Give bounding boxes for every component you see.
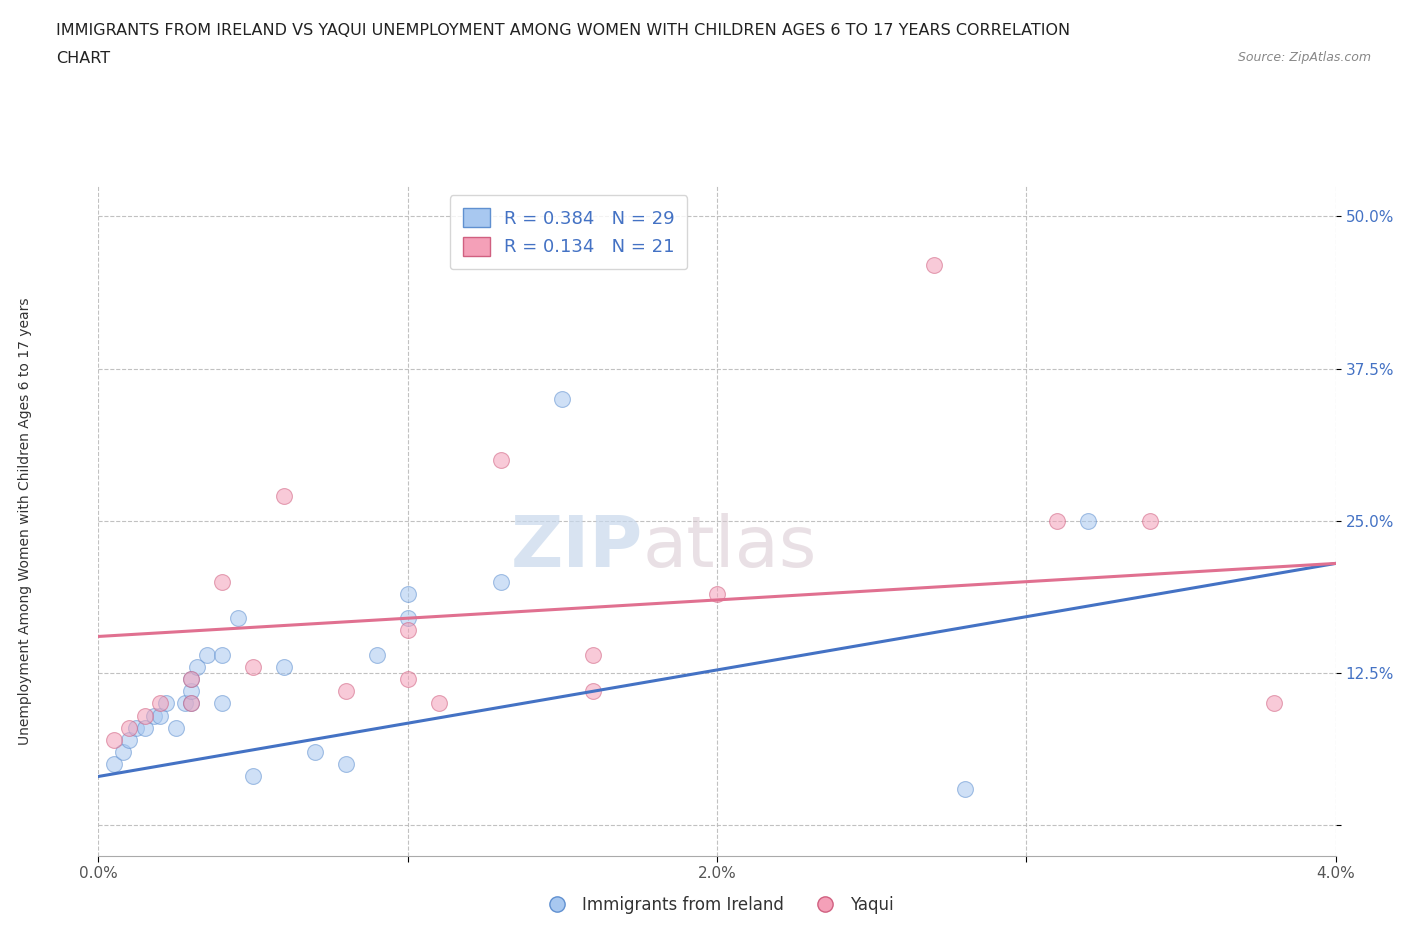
- Point: [273, 659, 295, 674]
- Text: IMMIGRANTS FROM IRELAND VS YAQUI UNEMPLOYMENT AMONG WOMEN WITH CHILDREN AGES 6 T: IMMIGRANTS FROM IRELAND VS YAQUI UNEMPLO…: [56, 23, 1070, 38]
- Point: [211, 574, 233, 589]
- Point: [706, 587, 728, 602]
- Text: atlas: atlas: [643, 513, 817, 582]
- Point: [953, 781, 976, 796]
- Point: [396, 611, 419, 626]
- Point: [112, 745, 135, 760]
- Point: [427, 696, 450, 711]
- Point: [1263, 696, 1285, 711]
- Point: [211, 647, 233, 662]
- Point: [335, 757, 357, 772]
- Point: [134, 708, 156, 723]
- Point: [242, 659, 264, 674]
- Point: [489, 574, 512, 589]
- Point: [149, 696, 172, 711]
- Point: [134, 721, 156, 736]
- Text: CHART: CHART: [56, 51, 110, 66]
- Point: [489, 453, 512, 468]
- Point: [118, 721, 141, 736]
- Point: [124, 721, 146, 736]
- Point: [155, 696, 177, 711]
- Point: [922, 258, 945, 272]
- Point: [396, 623, 419, 638]
- Point: [582, 647, 605, 662]
- Text: Unemployment Among Women with Children Ages 6 to 17 years: Unemployment Among Women with Children A…: [18, 297, 32, 745]
- Point: [149, 708, 172, 723]
- Point: [273, 489, 295, 504]
- Point: [195, 647, 218, 662]
- Point: [180, 684, 202, 698]
- Point: [226, 611, 249, 626]
- Point: [103, 757, 125, 772]
- Point: [143, 708, 166, 723]
- Point: [582, 684, 605, 698]
- Legend: Immigrants from Ireland, Yaqui: Immigrants from Ireland, Yaqui: [533, 890, 901, 921]
- Point: [103, 733, 125, 748]
- Point: [180, 696, 202, 711]
- Point: [1046, 513, 1069, 528]
- Point: [118, 733, 141, 748]
- Point: [180, 671, 202, 686]
- Point: [335, 684, 357, 698]
- Point: [211, 696, 233, 711]
- Point: [180, 671, 202, 686]
- Point: [174, 696, 197, 711]
- Point: [1139, 513, 1161, 528]
- Point: [165, 721, 187, 736]
- Text: Source: ZipAtlas.com: Source: ZipAtlas.com: [1237, 51, 1371, 64]
- Point: [186, 659, 208, 674]
- Point: [396, 587, 419, 602]
- Point: [396, 671, 419, 686]
- Text: ZIP: ZIP: [510, 513, 643, 582]
- Point: [551, 392, 574, 406]
- Point: [180, 696, 202, 711]
- Point: [242, 769, 264, 784]
- Point: [366, 647, 388, 662]
- Point: [304, 745, 326, 760]
- Point: [1077, 513, 1099, 528]
